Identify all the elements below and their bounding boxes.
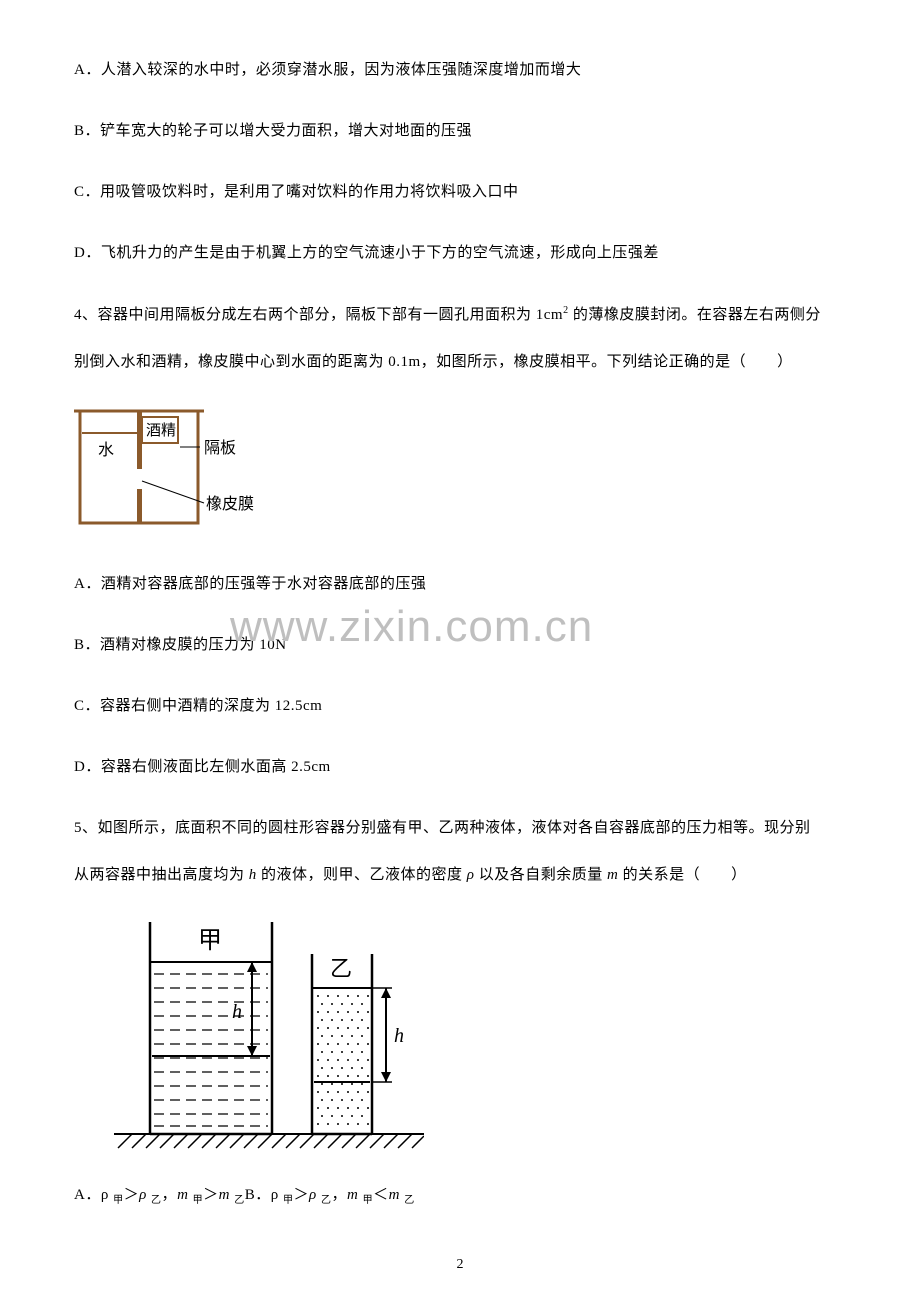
q5-svg: h 甲 bbox=[114, 916, 424, 1150]
q5-jia-arrow-up bbox=[247, 962, 257, 972]
q5-b-gt1: ＞ bbox=[294, 1187, 310, 1203]
q5-a-sub3: 甲 bbox=[193, 1195, 204, 1206]
q3-option-c: C．用吸管吸饮料时，是利用了嘴对饮料的作用力将饮料吸入口中 bbox=[74, 182, 846, 203]
q5-s2-mid: 的液体，则甲、乙液体的密度 bbox=[257, 867, 467, 883]
q5-stem-line2: 从两容器中抽出高度均为 h 的液体，则甲、乙液体的密度 ρ 以及各自剩余质量 m… bbox=[74, 865, 846, 886]
q5-yi-dots bbox=[317, 995, 369, 1125]
q4-option-a: A．酒精对容器底部的压强等于水对容器底部的压强 bbox=[74, 574, 846, 595]
q4-water-label: 水 bbox=[98, 441, 114, 459]
q5-b-m1: m bbox=[347, 1187, 363, 1203]
q5-b-lt: ＜ bbox=[373, 1187, 389, 1203]
q5-b-rho1: ρ bbox=[309, 1187, 321, 1203]
q4-membrane-label: 橡皮膜 bbox=[206, 495, 254, 513]
q5-yi-h-label: h bbox=[394, 1025, 404, 1047]
q5-s2-h: h bbox=[249, 867, 257, 883]
q3-option-a: A．人潜入较深的水中时，必须穿潜水服，因为液体压强随深度增加而增大 bbox=[74, 60, 846, 81]
q5-s2-pre: 从两容器中抽出高度均为 bbox=[74, 867, 249, 883]
q5-b-pre: B．ρ bbox=[245, 1187, 283, 1203]
q5-stem-line1: 5、如图所示，底面积不同的圆柱形容器分别盛有甲、乙两种液体，液体对各自容器底部的… bbox=[74, 818, 846, 839]
q5-a-pre: A．ρ bbox=[74, 1187, 113, 1203]
q5-b-sub2: 乙 bbox=[321, 1195, 332, 1206]
q4-divider-label: 隔板 bbox=[204, 439, 236, 457]
q4-svg: 水 酒精 隔板 橡皮膜 bbox=[74, 403, 259, 533]
q5-a-gt1: ＞ bbox=[124, 1187, 140, 1203]
q4-stem1-post: 的薄橡皮膜封闭。在容器左右两侧分 bbox=[569, 307, 821, 323]
q3-option-b: B．铲车宽大的轮子可以增大受力面积，增大对地面的压强 bbox=[74, 121, 846, 142]
q5-yi-arrow-up bbox=[381, 988, 391, 998]
q5-a-m2: m bbox=[219, 1187, 235, 1203]
q3-option-d: D．飞机升力的产生是由于机翼上方的空气流速小于下方的空气流速，形成向上压强差 bbox=[74, 243, 846, 264]
q5-a-rho1: ρ bbox=[139, 1187, 151, 1203]
q4-stem1-pre: 4、容器中间用隔板分成左右两个部分，隔板下部有一圆孔用面积为 1cm bbox=[74, 307, 563, 323]
q4-stem-line1: 4、容器中间用隔板分成左右两个部分，隔板下部有一圆孔用面积为 1cm2 的薄橡皮… bbox=[74, 304, 846, 326]
q5-figure: h 甲 bbox=[114, 916, 846, 1155]
q4-option-c: C．容器右侧中酒精的深度为 12.5cm bbox=[74, 696, 846, 717]
q4-divider-lower bbox=[137, 489, 142, 523]
q5-jia-h-label: h bbox=[232, 1001, 242, 1023]
q5-jia-arrow-down bbox=[247, 1046, 257, 1056]
q4-figure: 水 酒精 隔板 橡皮膜 bbox=[74, 403, 846, 538]
q5-answer-line: A．ρ 甲＞ρ 乙，m 甲＞m 乙B．ρ 甲＞ρ 乙，m 甲＜m 乙 bbox=[74, 1185, 846, 1208]
q5-hatch bbox=[118, 1134, 424, 1148]
q5-yi-arrow-down bbox=[381, 1072, 391, 1082]
q5-b-sub3: 甲 bbox=[363, 1195, 374, 1206]
q5-s2-mid2: 以及各自剩余质量 bbox=[474, 867, 607, 883]
q4-option-d: D．容器右侧液面比左侧水面高 2.5cm bbox=[74, 757, 846, 778]
q5-yi-label: 乙 bbox=[330, 956, 352, 981]
q5-b-c1: ， bbox=[331, 1187, 347, 1203]
page-number: 2 bbox=[457, 1257, 464, 1273]
q5-s2-post: 的关系是（ ） bbox=[618, 867, 746, 883]
q5-a-gt2: ＞ bbox=[203, 1187, 219, 1203]
q4-alcohol-label: 酒精 bbox=[146, 422, 176, 439]
q4-stem-line2: 别倒入水和酒精，橡皮膜中心到水面的距离为 0.1m，如图所示，橡皮膜相平。下列结… bbox=[74, 352, 846, 373]
q5-b-sub4: 乙 bbox=[404, 1195, 415, 1206]
q5-a-sub4: 乙 bbox=[234, 1195, 245, 1206]
q5-b-m2: m bbox=[389, 1187, 405, 1203]
q5-s2-m: m bbox=[607, 867, 618, 883]
q5-a-sub1: 甲 bbox=[113, 1195, 124, 1206]
q5-b-sub1: 甲 bbox=[283, 1195, 294, 1206]
q5-a-m1: m bbox=[177, 1187, 193, 1203]
q4-membrane-pointer bbox=[142, 481, 204, 503]
q5-a-sub2: 乙 bbox=[151, 1195, 162, 1206]
q5-a-c1: ， bbox=[162, 1187, 178, 1203]
q4-option-b: B．酒精对橡皮膜的压力为 10N bbox=[74, 635, 846, 656]
q5-jia-label: 甲 bbox=[198, 928, 222, 954]
